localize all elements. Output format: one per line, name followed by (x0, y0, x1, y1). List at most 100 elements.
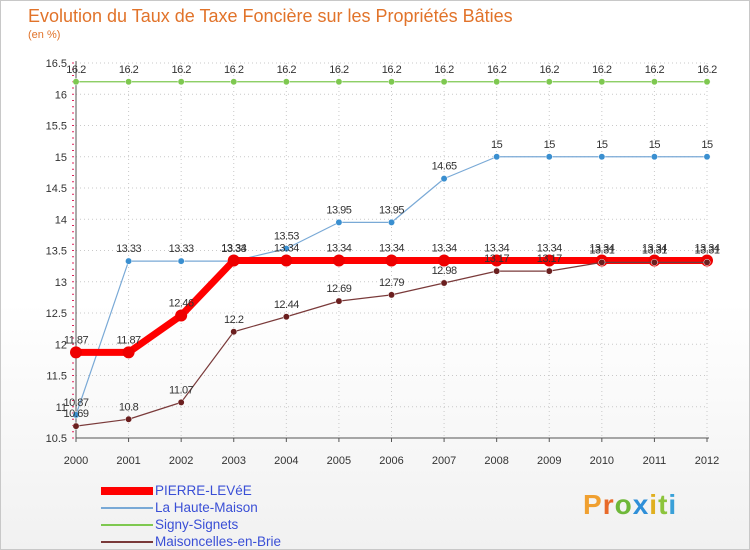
y-tick-label: 10.5 (46, 433, 67, 445)
x-tick-label: 2004 (274, 455, 298, 467)
data-point-maisoncelles-en-brie (282, 313, 290, 321)
data-point-la-haute-maison (493, 153, 501, 161)
y-tick-label: 13 (55, 277, 67, 289)
data-point-pierre-lev-e (122, 346, 135, 359)
data-label-maisoncelles-en-brie: 13.17 (537, 253, 562, 265)
data-point-maisoncelles-en-brie (72, 422, 80, 430)
data-label-pierre-lev-e: 12.46 (169, 298, 194, 310)
data-point-pierre-lev-e (490, 254, 503, 267)
data-point-signy-signets (177, 78, 185, 86)
data-label-maisoncelles-en-brie: 13.17 (484, 253, 509, 265)
data-label-la-haute-maison: 13.95 (379, 204, 404, 216)
y-tick-label: 16.5 (46, 58, 67, 70)
data-point-pierre-lev-e (385, 254, 398, 267)
data-point-signy-signets (388, 78, 395, 86)
logo-letter: t (658, 489, 669, 520)
data-point-la-haute-maison (125, 257, 133, 265)
legend-label: La Haute-Maison (155, 500, 258, 515)
y-tick-label: 15 (55, 152, 67, 164)
x-tick-label: 2008 (484, 455, 508, 467)
data-point-la-haute-maison (440, 175, 448, 183)
data-label-maisoncelles-en-brie: 13.31 (642, 244, 667, 256)
data-point-pierre-lev-e (543, 254, 556, 267)
data-point-maisoncelles-en-brie (388, 291, 395, 299)
x-tick-label: 2003 (222, 455, 246, 467)
data-label-pierre-lev-e: 13.34 (379, 243, 404, 255)
data-label-la-haute-maison: 15 (701, 139, 713, 151)
chart-title: Evolution du Taux de Taxe Foncière sur l… (28, 6, 513, 26)
data-point-la-haute-maison (388, 218, 395, 226)
data-label-pierre-lev-e: 11.87 (64, 334, 89, 346)
data-label-pierre-lev-e: 13.34 (326, 243, 351, 255)
data-point-la-haute-maison (335, 218, 343, 226)
data-point-signy-signets (545, 78, 553, 86)
data-label-signy-signets: 16.2 (329, 64, 349, 76)
data-label-pierre-lev-e: 13.34 (642, 243, 667, 255)
legend-item: La Haute-Maison (101, 499, 281, 516)
data-label-pierre-lev-e: 13.34 (432, 243, 457, 255)
data-label-signy-signets: 16.2 (540, 64, 560, 76)
data-point-la-haute-maison (650, 153, 658, 161)
x-tick-label: 2000 (64, 455, 88, 467)
data-label-pierre-lev-e: 13.34 (589, 243, 614, 255)
data-label-signy-signets: 16.2 (592, 64, 612, 76)
data-label-la-haute-maison: 13.33 (221, 243, 246, 255)
data-label-la-haute-maison: 13.53 (274, 231, 299, 243)
data-label-maisoncelles-en-brie: 10.69 (63, 408, 88, 420)
x-tick-label: 2002 (169, 455, 193, 467)
data-point-pierre-lev-e (227, 254, 240, 267)
legend-label: Signy-Signets (155, 517, 239, 532)
data-point-pierre-lev-e (175, 309, 188, 322)
data-point-la-haute-maison (282, 245, 290, 253)
x-tick-label: 2010 (590, 455, 614, 467)
data-label-pierre-lev-e: 13.34 (537, 243, 562, 255)
proxiti-logo: Proxiti (583, 489, 677, 521)
logo-letter: P (583, 489, 603, 520)
data-point-la-haute-maison (545, 153, 553, 161)
data-point-signy-signets (440, 78, 448, 86)
data-label-pierre-lev-e: 13.34 (694, 243, 719, 255)
data-point-maisoncelles-en-brie (230, 328, 238, 336)
y-tick-label: 12.5 (46, 308, 67, 320)
data-point-signy-signets (282, 78, 290, 86)
data-point-pierre-lev-e (280, 254, 293, 267)
data-point-la-haute-maison (72, 411, 80, 419)
data-label-la-haute-maison: 13.33 (169, 243, 194, 255)
data-label-maisoncelles-en-brie: 12.79 (379, 277, 404, 289)
data-point-signy-signets (598, 78, 606, 86)
data-label-maisoncelles-en-brie: 11.07 (169, 384, 194, 396)
data-label-la-haute-maison: 13.95 (326, 204, 351, 216)
data-label-signy-signets: 16.2 (277, 64, 297, 76)
legend-item: Maisoncelles-en-Brie (101, 533, 281, 550)
chart-legend: PIERRE-LEVéE La Haute-Maison Signy-Signets… (101, 482, 281, 550)
legend-swatch (101, 506, 153, 509)
x-tick-label: 2005 (327, 455, 351, 467)
data-label-signy-signets: 16.2 (645, 64, 665, 76)
legend-label: Maisoncelles-en-Brie (155, 534, 282, 549)
data-label-signy-signets: 16.2 (434, 64, 454, 76)
data-point-maisoncelles-en-brie (598, 258, 606, 266)
data-label-maisoncelles-en-brie: 12.69 (326, 283, 351, 295)
data-label-la-haute-maison: 14.65 (432, 161, 457, 173)
data-point-signy-signets (230, 78, 238, 86)
data-label-maisoncelles-en-brie: 12.2 (224, 314, 244, 326)
data-label-la-haute-maison: 13.33 (116, 243, 141, 255)
legend-swatch (101, 523, 153, 526)
data-label-pierre-lev-e: 13.34 (484, 243, 509, 255)
data-point-maisoncelles-en-brie (335, 297, 343, 305)
data-point-maisoncelles-en-brie (440, 279, 448, 287)
y-tick-label: 14 (55, 214, 67, 226)
data-label-la-haute-maison: 15 (649, 139, 661, 151)
data-label-pierre-lev-e: 11.87 (116, 334, 141, 346)
data-label-maisoncelles-en-brie: 13.31 (694, 244, 719, 256)
data-label-la-haute-maison: 15 (491, 139, 503, 151)
data-label-signy-signets: 16.2 (382, 64, 402, 76)
data-point-la-haute-maison (177, 257, 185, 265)
legend-swatch (101, 540, 153, 543)
data-label-signy-signets: 16.2 (224, 64, 244, 76)
data-point-maisoncelles-en-brie (545, 267, 553, 275)
data-label-la-haute-maison: 10.87 (63, 397, 88, 409)
x-tick-label: 2012 (695, 455, 719, 467)
data-point-la-haute-maison (703, 153, 711, 161)
